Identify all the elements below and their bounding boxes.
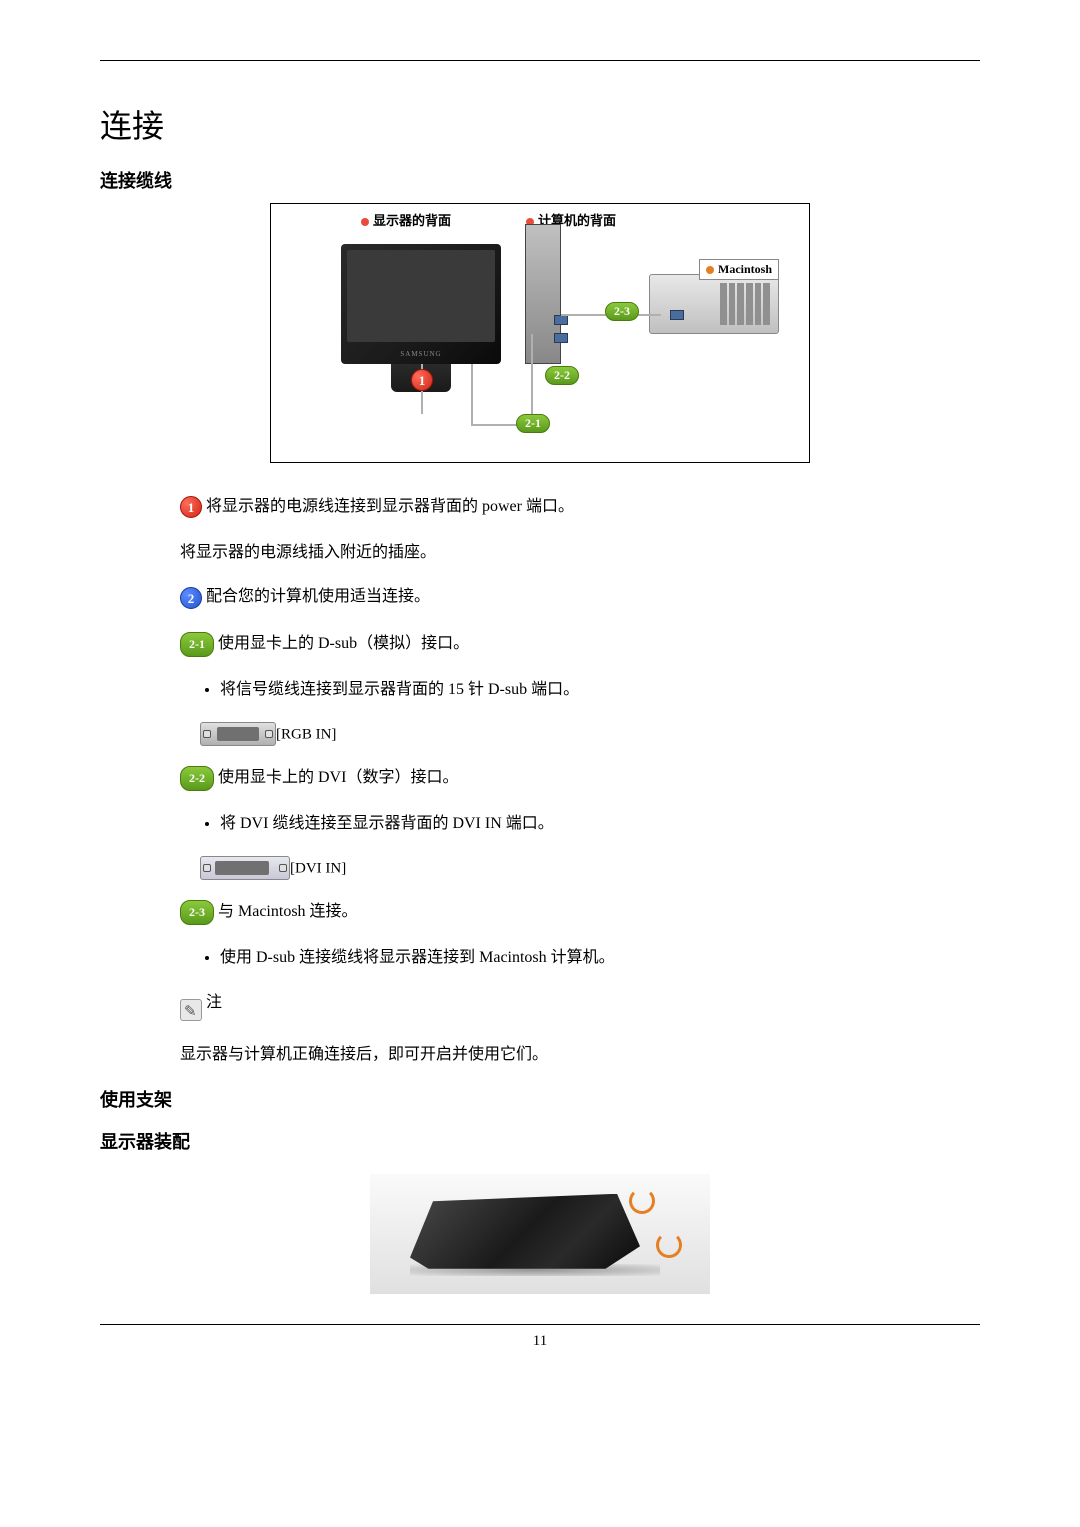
step1-badge: 1	[180, 496, 202, 518]
monitor-back-label: 显示器的背面	[361, 210, 451, 229]
dvi-connector-line: [DVI IN]	[180, 855, 940, 881]
step2-1-line: 2-1 使用显卡上的 D-sub（模拟）接口。	[180, 630, 940, 659]
step2-2-bullet: 将 DVI 缆线连接至显示器背面的 DVI IN 端口。	[220, 811, 940, 837]
step2-text: 配合您的计算机使用适当连接。	[206, 588, 430, 605]
pc-port-2	[554, 333, 568, 343]
step2-3-bullet: 使用 D-sub 连接缆线将显示器连接到 Macintosh 计算机。	[220, 945, 940, 971]
step1-sub: 将显示器的电源线插入附近的插座。	[180, 540, 940, 566]
main-title: 连接	[100, 101, 980, 147]
step2-badge: 2	[180, 587, 202, 609]
page-container: 连接 连接缆线 显示器的背面 计算机的背面 SAMSUNG M	[0, 0, 1080, 1390]
section-stand-title: 使用支架	[100, 1086, 980, 1112]
diagram-badge-2-1: 2-1	[516, 414, 550, 433]
bottom-rule	[100, 1324, 980, 1325]
macintosh-label-box: Macintosh	[699, 259, 779, 280]
step2-3-badge: 2-3	[180, 900, 214, 926]
red-dot-icon	[361, 218, 369, 226]
diagram-badge-2-3: 2-3	[605, 302, 639, 321]
rgb-in-label: [RGB IN]	[276, 726, 336, 742]
vga-connector-icon	[200, 722, 276, 746]
mac-slots	[720, 283, 770, 325]
step2-3-bullets: 使用 D-sub 连接缆线将显示器连接到 Macintosh 计算机。	[220, 945, 940, 971]
mac-illustration	[649, 274, 779, 334]
stand-illustration	[370, 1174, 710, 1294]
diagram-outer: 显示器的背面 计算机的背面 SAMSUNG Macintosh	[100, 203, 980, 463]
section-cables-title: 连接缆线	[100, 167, 980, 193]
section-assembly-title: 显示器装配	[100, 1128, 980, 1154]
monitor-brand-label: SAMSUNG	[400, 350, 441, 358]
step2-2-badge: 2-2	[180, 766, 214, 792]
connection-diagram: 显示器的背面 计算机的背面 SAMSUNG Macintosh	[270, 203, 810, 463]
step2-1-badge: 2-1	[180, 632, 214, 658]
step2-3-line: 2-3 与 Macintosh 连接。	[180, 898, 940, 927]
step2-line: 2 配合您的计算机使用适当连接。	[180, 583, 940, 612]
step2-2-bullets: 将 DVI 缆线连接至显示器背面的 DVI IN 端口。	[220, 811, 940, 837]
orange-dot-icon	[706, 266, 714, 274]
cable-signal-down	[471, 364, 473, 424]
note-icon	[180, 999, 202, 1021]
diagram-badge-1: 1	[411, 369, 433, 391]
rgb-connector-line: [RGB IN]	[180, 721, 940, 747]
content-block: 1 将显示器的电源线连接到显示器背面的 power 端口。 将显示器的电源线插入…	[180, 493, 940, 1068]
step2-1-bullet: 将信号缆线连接到显示器背面的 15 针 D-sub 端口。	[220, 677, 940, 703]
mac-port	[670, 310, 684, 320]
monitor-screen	[347, 250, 495, 342]
note-text: 显示器与计算机正确连接后，即可开启并使用它们。	[180, 1042, 940, 1068]
step1-line: 1 将显示器的电源线连接到显示器背面的 power 端口。	[180, 493, 940, 522]
top-rule	[100, 60, 980, 61]
step2-1-text: 使用显卡上的 D-sub（模拟）接口。	[214, 635, 469, 652]
stand-body	[410, 1194, 640, 1269]
step2-1-bullets: 将信号缆线连接到显示器背面的 15 针 D-sub 端口。	[220, 677, 940, 703]
step1-text: 将显示器的电源线连接到显示器背面的 power 端口。	[206, 498, 574, 515]
rotate-arrow-icon-2	[656, 1232, 682, 1258]
dvi-in-label: [DVI IN]	[290, 860, 346, 876]
cable-signal-up	[531, 334, 533, 426]
stand-outer	[100, 1174, 980, 1294]
step2-2-line: 2-2 使用显卡上的 DVI（数字）接口。	[180, 764, 940, 793]
page-number: 11	[100, 1333, 980, 1350]
monitor-illustration: SAMSUNG	[341, 244, 501, 364]
step2-3-text: 与 Macintosh 连接。	[214, 903, 358, 920]
note-label: 注	[206, 994, 222, 1011]
note-line: 注	[180, 989, 940, 1025]
dvi-connector-icon	[200, 856, 290, 880]
step2-2-text: 使用显卡上的 DVI（数字）接口。	[214, 769, 458, 786]
rotate-arrow-icon-1	[629, 1188, 655, 1214]
diagram-badge-2-2: 2-2	[545, 366, 579, 385]
pc-port-1	[554, 315, 568, 325]
